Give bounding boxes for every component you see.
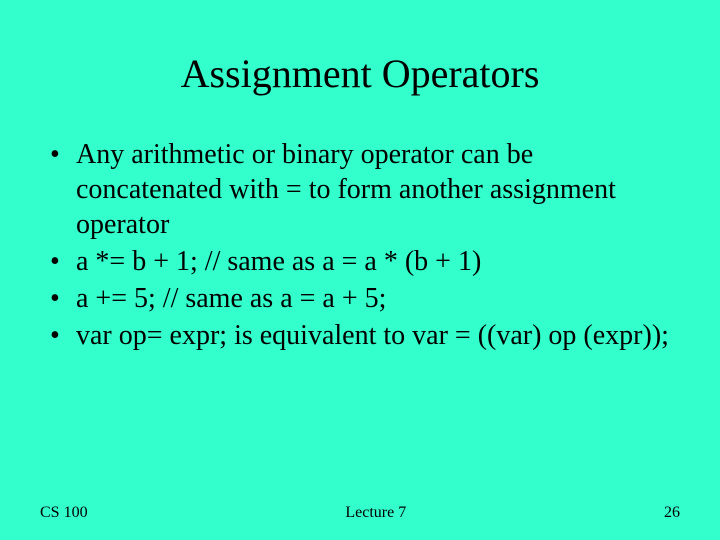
list-item: var op= expr; is equivalent to var = ((v… [40, 318, 680, 353]
list-item: Any arithmetic or binary operator can be… [40, 137, 680, 242]
slide-title: Assignment Operators [40, 50, 680, 97]
bullet-list: Any arithmetic or binary operator can be… [40, 137, 680, 353]
footer-right: 26 [664, 504, 680, 522]
list-item: a += 5; // same as a = a + 5; [40, 281, 680, 316]
slide-footer: CS 100 Lecture 7 26 [0, 504, 720, 522]
footer-center: Lecture 7 [345, 504, 406, 522]
list-item: a *= b + 1; // same as a = a * (b + 1) [40, 244, 680, 279]
footer-left: CS 100 [40, 504, 88, 522]
slide: Assignment Operators Any arithmetic or b… [0, 0, 720, 540]
